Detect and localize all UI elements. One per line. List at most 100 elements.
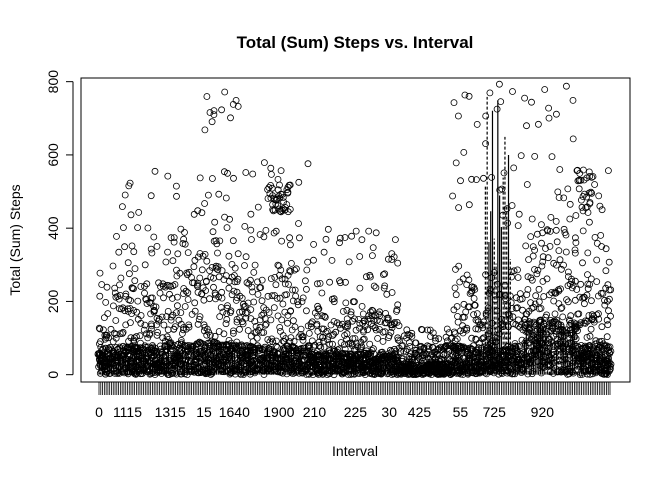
data-point <box>125 337 133 345</box>
data-point <box>126 319 134 327</box>
data-point <box>220 168 228 176</box>
data-point <box>170 234 178 242</box>
data-point <box>561 229 569 237</box>
data-point <box>545 104 552 112</box>
data-point <box>287 307 295 315</box>
data-point <box>169 347 177 354</box>
data-point <box>171 323 179 331</box>
data-point <box>464 370 472 378</box>
data-point <box>247 236 255 243</box>
data-point <box>163 313 171 320</box>
data-point <box>251 366 259 374</box>
data-point <box>286 241 294 249</box>
data-point <box>272 354 280 362</box>
data-point <box>519 306 526 314</box>
data-point <box>107 325 115 333</box>
data-point <box>390 320 398 328</box>
data-point <box>295 178 303 186</box>
data-point <box>400 347 408 355</box>
data-point <box>468 175 476 183</box>
data-point <box>572 323 580 331</box>
data-point <box>595 346 602 354</box>
data-point <box>514 322 522 330</box>
data-point <box>277 167 285 175</box>
data-point <box>556 166 564 173</box>
data-point <box>134 297 142 305</box>
data-point <box>185 321 193 329</box>
data-point <box>352 326 360 334</box>
data-point <box>158 313 166 321</box>
data-point <box>256 316 264 324</box>
data-point <box>574 327 581 335</box>
data-point <box>318 312 326 320</box>
data-point <box>211 218 219 226</box>
data-point <box>458 343 465 351</box>
data-point <box>130 285 137 293</box>
data-point <box>571 277 579 285</box>
data-point <box>237 341 245 349</box>
data-point <box>408 332 416 340</box>
data-point <box>100 326 107 334</box>
data-point <box>107 369 114 377</box>
data-point <box>146 370 154 378</box>
data-point <box>179 326 187 334</box>
data-point <box>321 313 329 321</box>
data-point <box>391 236 399 244</box>
data-point <box>534 266 542 274</box>
data-point <box>576 169 584 177</box>
data-point <box>390 253 398 261</box>
data-point <box>606 358 613 366</box>
data-point <box>542 245 549 252</box>
data-point <box>457 177 464 185</box>
data-point <box>484 307 492 315</box>
data-point <box>184 296 192 303</box>
data-point <box>242 309 250 317</box>
data-point <box>148 322 156 330</box>
scatter-points-layer <box>94 80 615 379</box>
data-point <box>302 285 310 293</box>
data-point <box>577 319 585 327</box>
data-point <box>330 318 338 325</box>
data-point <box>603 342 611 350</box>
data-point <box>236 308 244 316</box>
data-point <box>543 311 550 319</box>
data-point <box>281 280 289 288</box>
data-point <box>258 329 266 336</box>
data-point <box>160 294 167 302</box>
data-point <box>208 118 216 126</box>
data-point <box>571 246 579 254</box>
data-point <box>240 303 248 311</box>
data-point <box>201 126 209 134</box>
data-point <box>449 351 457 359</box>
data-point <box>486 89 494 97</box>
data-point <box>333 319 341 327</box>
data-point <box>484 304 492 312</box>
data-point <box>295 220 302 227</box>
y-axis-label: Total (Sum) Steps <box>7 184 23 295</box>
data-point <box>517 152 525 160</box>
data-point <box>366 340 374 348</box>
x-tick-label: 1315 <box>155 404 186 420</box>
data-point <box>272 227 280 235</box>
data-point <box>273 294 281 302</box>
data-point <box>299 294 307 302</box>
data-point <box>110 302 117 310</box>
x-tick-label: 1900 <box>263 404 294 420</box>
data-point <box>571 333 579 341</box>
data-point <box>369 345 377 353</box>
data-point <box>535 120 542 128</box>
data-point <box>568 284 576 292</box>
data-point <box>141 342 149 350</box>
x-tick-label: 425 <box>408 404 432 420</box>
data-point <box>204 350 211 358</box>
data-point <box>278 237 286 245</box>
data-point <box>119 203 126 211</box>
data-point <box>358 343 366 351</box>
data-point <box>241 222 249 230</box>
data-point <box>553 316 561 324</box>
data-point <box>340 369 348 377</box>
data-point <box>417 343 425 351</box>
data-point <box>530 347 538 355</box>
data-point <box>584 209 592 216</box>
data-point <box>451 337 459 345</box>
